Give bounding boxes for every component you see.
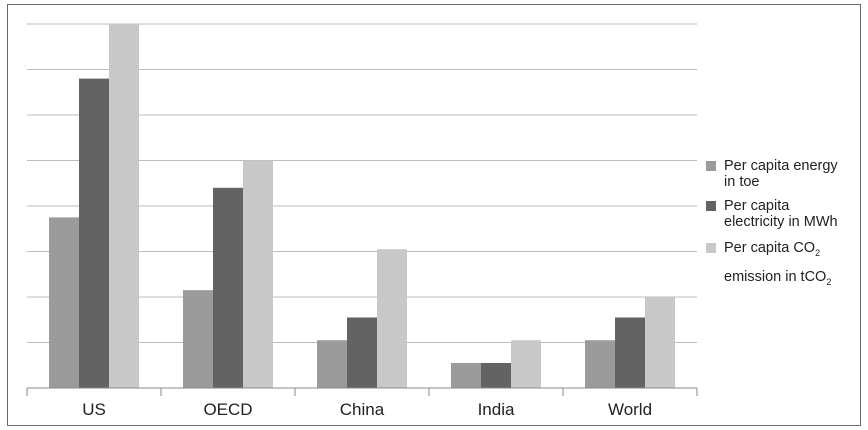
bar-world-series-2 [645, 297, 675, 388]
x-tick-label-china: China [340, 400, 385, 419]
legend-co2-text2: emission in tCO [724, 268, 827, 285]
legend-swatch-energy [706, 161, 716, 171]
legend-item-energy: Per capita energy in toe [706, 158, 866, 190]
bar-us-series-2 [109, 24, 139, 388]
bar-oecd-series-0 [183, 290, 213, 388]
legend-item-electricity: Per capita electricity in MWh [706, 198, 866, 230]
x-tick-label-world: World [608, 400, 652, 419]
bar-india-series-0 [451, 362, 481, 388]
legend-item-co2: Per capita CO2 emission in tCO2 [706, 240, 866, 290]
legend-swatch-electricity [706, 201, 716, 211]
legend-swatch-co2 [706, 243, 716, 253]
legend-label-co2-line1: Per capita CO2 [724, 240, 866, 261]
bar-china-series-2 [377, 249, 407, 388]
legend-label-electricity-line1: Per capita [724, 198, 790, 214]
x-tick-label-india: India [478, 400, 515, 419]
bar-oecd-series-2 [243, 160, 273, 388]
x-tick-label-oecd: OECD [203, 400, 252, 419]
bar-oecd-series-1 [213, 187, 243, 388]
legend-co2-sub2: 2 [826, 276, 832, 287]
legend-label-co2-line2: emission in tCO2 [724, 269, 866, 290]
bar-world-series-0 [585, 340, 615, 388]
bar-china-series-0 [317, 340, 347, 388]
legend-label-energy-line2: in toe [724, 174, 760, 190]
legend-label-electricity-line2: electricity in MWh [724, 214, 838, 230]
chart-frame [7, 4, 861, 426]
legend-co2-text1: Per capita CO [724, 240, 816, 256]
legend-co2-sub1: 2 [815, 247, 821, 258]
bar-india-series-1 [481, 362, 511, 388]
bar-china-series-1 [347, 317, 377, 388]
bar-us-series-0 [49, 217, 79, 388]
bar-world-series-1 [615, 317, 645, 388]
bar-india-series-2 [511, 340, 541, 388]
legend: Per capita energy in toe Per capita elec… [706, 158, 866, 298]
bar-us-series-1 [79, 78, 109, 388]
x-tick-label-us: US [82, 400, 106, 419]
legend-label-energy-line1: Per capita energy [724, 158, 838, 174]
